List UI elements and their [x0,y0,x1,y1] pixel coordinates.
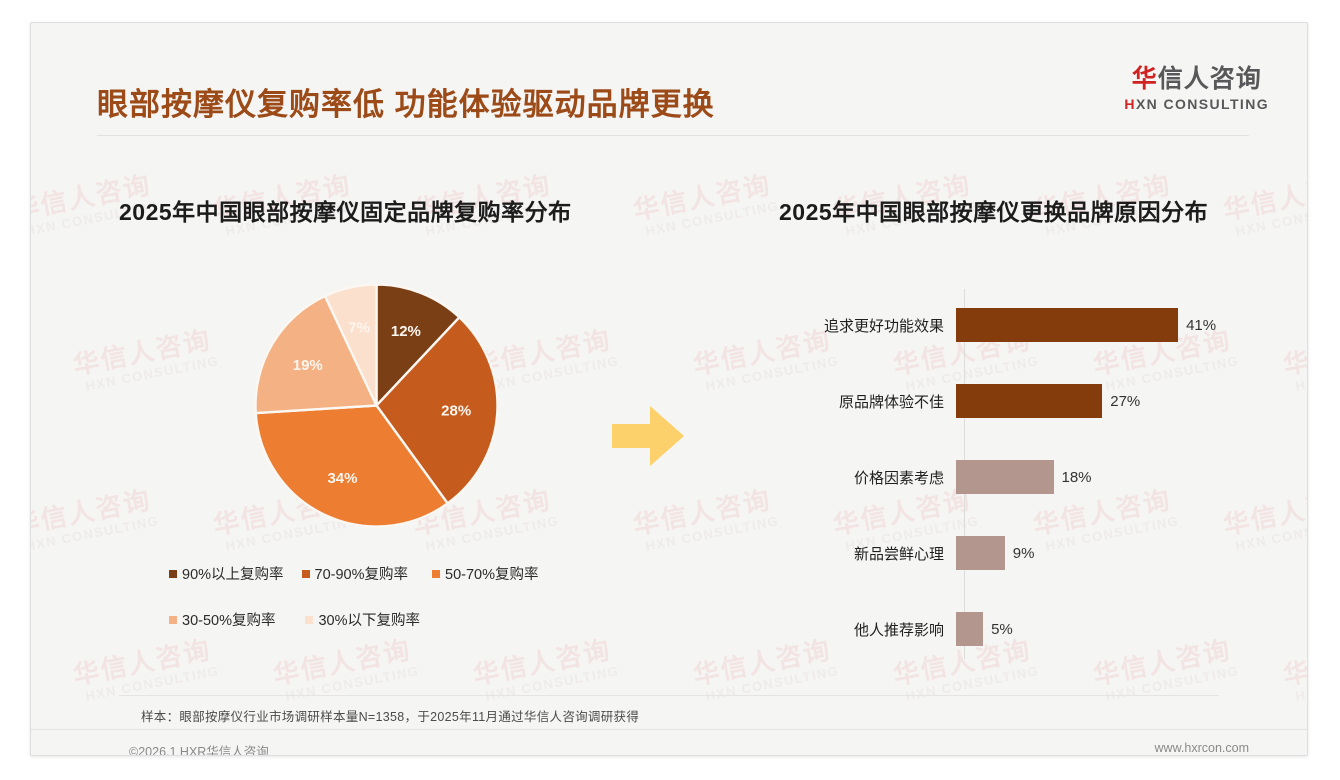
legend-label: 70-90%复购率 [314,567,409,583]
legend-swatch [301,569,310,578]
legend-item[interactable]: 70-90%复购率 [301,563,409,584]
bar-track: 9% [956,535,1271,571]
page-title: 眼部按摩仪复购率低 功能体验驱动品牌更换 [97,87,715,122]
bar-chart-panel: 追求更好功能效果 41% 原品牌体验不佳 27% 价格因素考虑 18% 新品尝鲜心理 9% 他人… [771,281,1271,671]
pie-slice-label: 19% [293,357,323,374]
legend-swatch [305,615,314,624]
slide-header: 眼部按摩仪复购率低 功能体验驱动品牌更换 华信人咨询 HXN CONSULTIN… [31,23,1307,136]
logo-english-gray: XN CONSULTING [1135,96,1269,112]
pie-slice-label: 34% [327,470,357,487]
bar-category-label: 价格因素考虑 [853,469,944,487]
watermark-english: HXN CONSULTING [84,663,221,704]
legend-item[interactable]: 90%以上复购率 [169,563,284,584]
bar-value-label: 41% [1186,316,1217,334]
bar-row: 原品牌体验不佳 27% [771,383,1271,419]
legend-label: 50-70%复购率 [445,567,539,583]
legend-swatch [169,569,177,578]
watermark-english: HXN CONSULTING [644,198,781,239]
pie-slice-label: 7% [348,320,370,337]
watermark-chinese: 华信人咨询 [1280,634,1307,691]
arrow-right-icon [612,406,684,466]
pie-slice [374,315,499,506]
bar-category-label: 他人推荐影响 [853,621,944,639]
bar-fill[interactable] [956,612,984,646]
legend-swatch [169,615,177,624]
slide-canvas: 华信人咨询 HXN CONSULTING 华信人咨询 HXN CONSULTING 华信… [30,22,1308,756]
bar-chart-title: 2025年中国眼部按摩仪更换品牌原因分布 [779,199,1209,225]
watermark-english: HXN CONSULTING [284,663,421,704]
logo-english: HXN CONSULTING [1124,97,1269,111]
company-logo: 华信人咨询 HXN CONSULTING [1124,67,1269,112]
footer-copyright: ©2026.1 HXR华信人咨询 [129,745,269,756]
logo-english-red: H [1124,96,1136,112]
bar-category-label: 新品尝鲜心理 [853,545,944,563]
logo-chinese: 华信人咨询 [1124,67,1269,92]
watermark-english: HXN CONSULTING [644,513,781,554]
legend-item[interactable]: 30-50%复购率 [169,609,275,630]
bar-track: 18% [956,459,1271,495]
footnote-divider [119,695,1219,696]
sample-footnote: 样本：眼部按摩仪行业市场调研样本量N=1358，于2025年11月通过华信人咨询… [141,710,640,724]
legend-item[interactable]: 30%以下复购率 [305,609,420,630]
pie-chart: 12% 28% 34% 19% 7% [254,283,499,528]
bar-category-label: 追求更好功能效果 [823,317,944,335]
bar-value-label: 18% [1061,468,1092,486]
pie-slice [323,283,378,407]
bar-track: 41% [956,307,1271,343]
legend-row: 30-50%复购率 30%以下复购率 [169,609,599,630]
pie-chart-panel: 12% 28% 34% 19% 7% 90%以上复购率 70-90%复购率 50-70%复购… [91,263,611,663]
pie-chart-title: 2025年中国眼部按摩仪固定品牌复购率分布 [119,199,572,225]
pie-slice-label: 28% [441,403,471,420]
bar-fill[interactable] [956,536,1005,570]
legend-label: 30-50%复购率 [182,613,276,629]
bar-track: 5% [956,611,1271,647]
watermark-chinese: 华信人咨询 [630,169,774,226]
legend-item[interactable]: 50-70%复购率 [432,563,539,584]
watermark-chinese: 华信人咨询 [1220,169,1307,226]
bar-row: 追求更好功能效果 41% [771,307,1271,343]
watermark-chinese: 华信人咨询 [630,484,774,541]
legend-swatch [432,569,441,578]
legend-label: 90%以上复购率 [182,567,284,583]
watermark-english: HXN CONSULTING [1234,198,1307,239]
pie-slice [375,283,462,409]
bar-value-label: 5% [991,620,1013,638]
watermark-chinese: 华信人咨询 [1280,324,1307,381]
bar-fill[interactable] [956,384,1103,418]
footer-website: www.hxrcon.com [1154,741,1249,755]
pie-slice [254,294,379,415]
bar-value-label: 9% [1012,544,1035,562]
pie-chart-legend: 90%以上复购率 70-90%复购率 50-70%复购率 30-50%复购率 30%以下… [169,563,599,655]
pie-slice-label: 12% [391,323,421,340]
title-divider [97,135,1249,136]
footer-divider [31,729,1307,730]
bar-row: 新品尝鲜心理 9% [771,535,1271,571]
logo-chinese-gray: 信人咨询 [1157,65,1262,93]
logo-chinese-red: 华 [1131,65,1158,93]
watermark-english: HXN CONSULTING [1294,353,1307,394]
watermark-english: HXN CONSULTING [1294,663,1307,704]
pie-chart-svg: 12% 28% 34% 19% 7% [254,283,499,528]
bar-row: 他人推荐影响 5% [771,611,1271,647]
legend-row: 90%以上复购率 70-90%复购率 50-70%复购率 [169,563,599,584]
bar-category-label: 原品牌体验不佳 [838,393,944,411]
bar-value-label: 27% [1110,392,1141,410]
bar-track: 27% [956,383,1271,419]
flow-arrow-icon [612,404,684,468]
watermark-english: HXN CONSULTING [484,663,621,704]
bar-fill[interactable] [956,308,1179,342]
bar-row: 价格因素考虑 18% [771,459,1271,495]
pie-slice [254,404,450,528]
bar-fill[interactable] [956,460,1054,494]
legend-label: 30%以下复购率 [318,613,421,629]
